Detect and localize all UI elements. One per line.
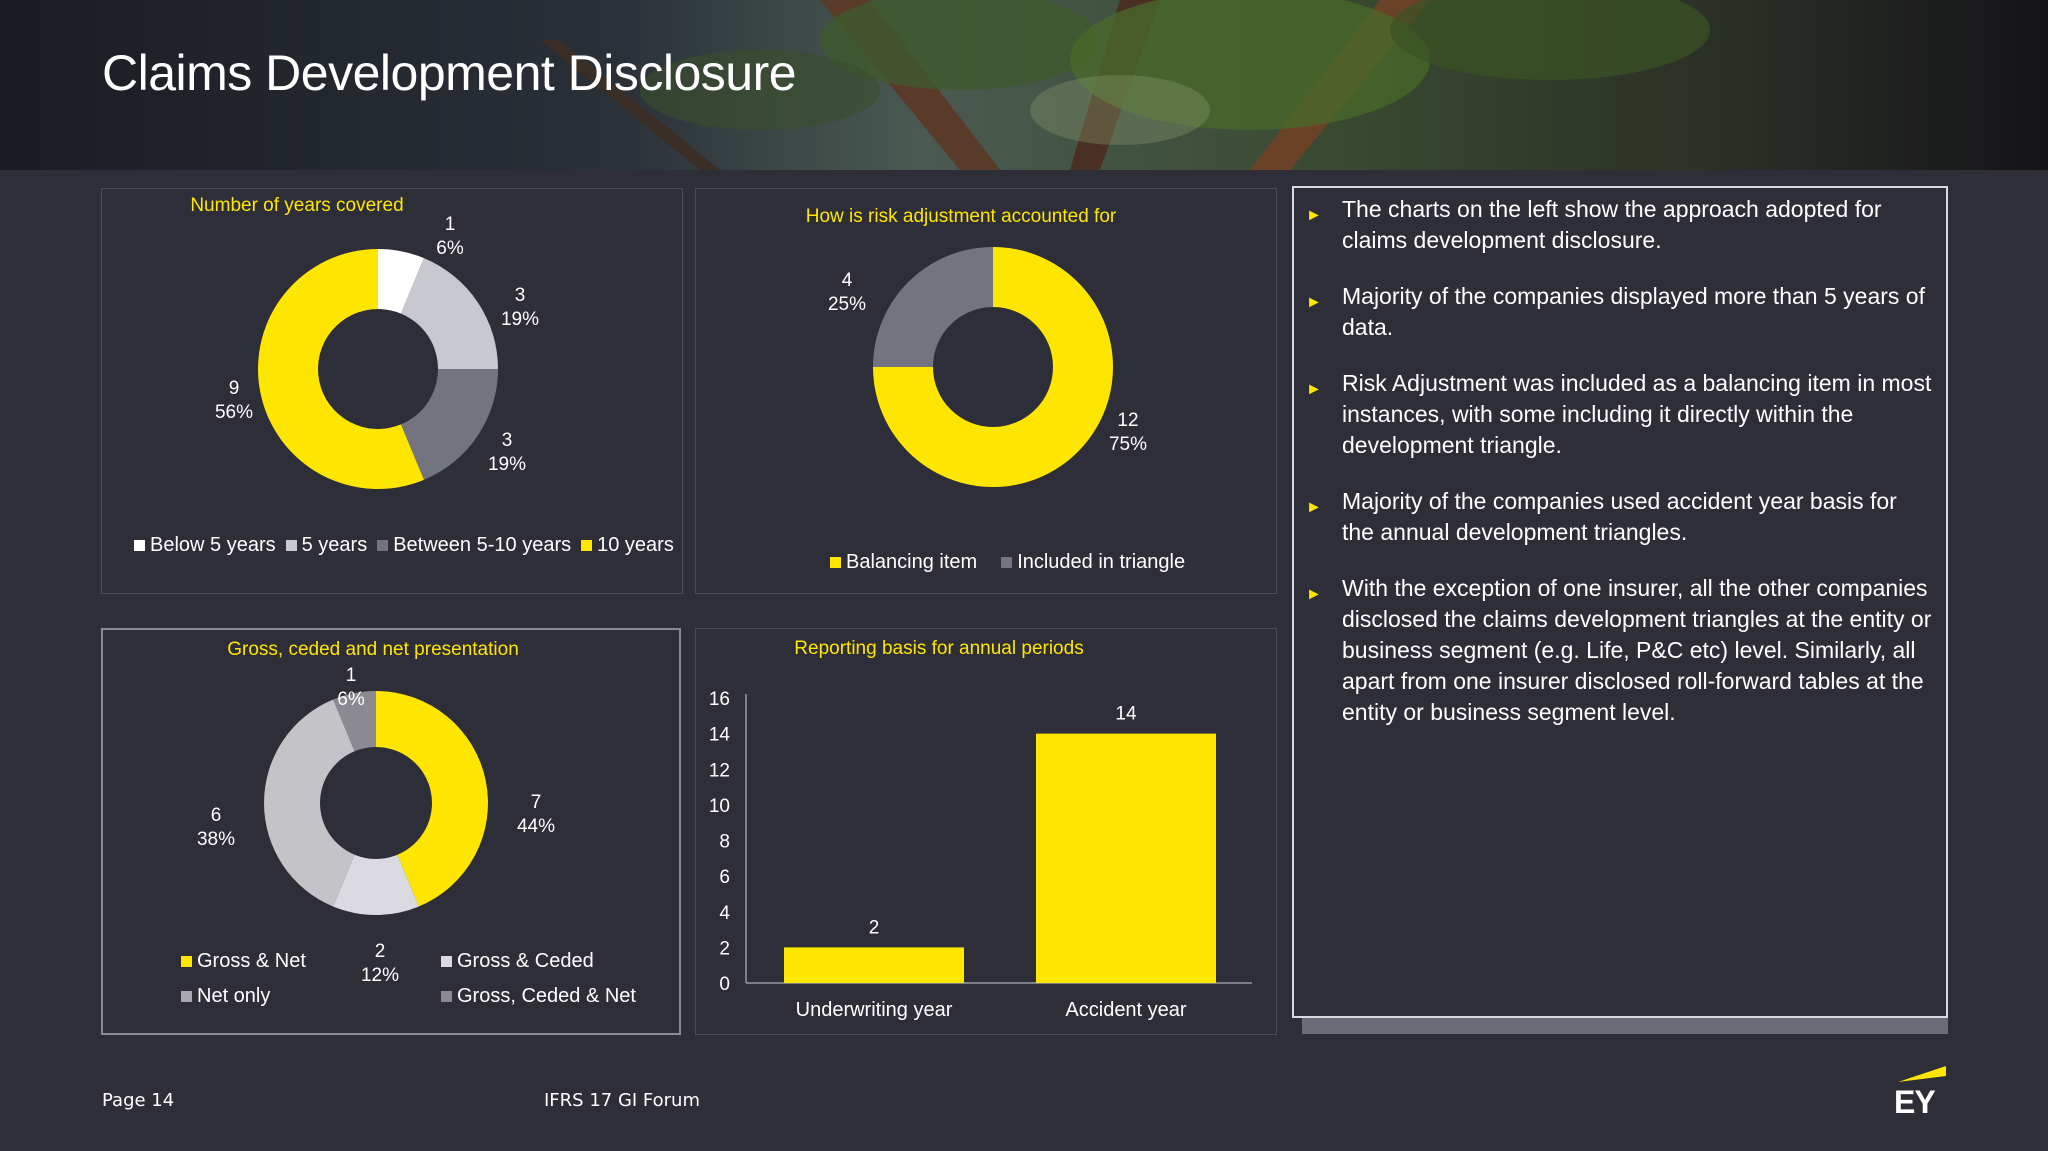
years-label-below5: 1 6%	[436, 214, 464, 259]
commentary-box: ► The charts on the left show the approac…	[1292, 186, 1948, 1018]
legend-swatch	[134, 540, 145, 551]
risk-legend: Balancing item Included in triangle	[830, 551, 1185, 574]
legend-label: Gross & Net	[197, 950, 306, 972]
years-slice-0	[378, 249, 424, 314]
gross-chart-title: Gross, ceded and net presentation	[227, 639, 519, 660]
bullet-item: ► Risk Adjustment was included as a balan…	[1306, 370, 1932, 458]
ey-logo-beam-icon	[1898, 1066, 1946, 1082]
legend-label: Balancing item	[846, 551, 978, 573]
event-name: IFRS 17 GI Forum	[544, 1090, 700, 1111]
gross-legend-net: Net only	[181, 985, 270, 1008]
legend-swatch	[181, 991, 192, 1002]
gross-label-gcn: 1 6%	[337, 665, 365, 710]
page-title: Claims Development Disclosure	[102, 45, 797, 101]
years-legend: Below 5 years 5 years Between 5-10 years…	[134, 534, 674, 557]
gross-slice-2	[264, 699, 355, 907]
y-tick-label: 0	[719, 974, 730, 995]
y-tick-label: 10	[709, 796, 730, 817]
y-tick-label: 14	[709, 725, 731, 746]
legend-swatch	[441, 991, 452, 1002]
years-chart-title: Number of years covered	[190, 195, 404, 216]
risk-donut-chart	[873, 247, 1113, 487]
risk-slice-0	[873, 247, 1113, 487]
y-tick-label: 12	[709, 760, 730, 781]
page-number: Page 14	[102, 1090, 175, 1111]
years-label-5years: 3 19%	[500, 285, 540, 330]
legend-label: 5 years	[301, 534, 368, 556]
y-tick-label: 4	[719, 903, 730, 924]
gross-slice-3	[333, 691, 376, 752]
basis-chart-title: Reporting basis for annual periods	[794, 638, 1084, 659]
legend-swatch	[285, 540, 297, 551]
x-category-label: Accident year	[1065, 999, 1187, 1021]
y-tick-label: 8	[719, 832, 730, 853]
years-label-10years: 9 56%	[214, 378, 254, 423]
y-tick-label: 2	[719, 938, 730, 959]
bullet-arrow-icon: ►	[1306, 586, 1322, 603]
gross-slice-0	[376, 691, 489, 907]
basis-bar-chart: 0 2 4 6 8 10 12 14 16 2 Underwriting year 14 Acciden…	[709, 689, 1252, 1021]
bullet-arrow-icon: ►	[1306, 294, 1322, 311]
legend-label: Below 5 years	[150, 534, 276, 556]
bullet-item: ► With the exception of one insurer, all …	[1306, 575, 1932, 725]
bar-data-label: 14	[1115, 704, 1137, 725]
risk-label-balancing: 12 75%	[1108, 410, 1148, 455]
gross-label-net: 6 38%	[196, 805, 236, 850]
gross-legend-gn: Gross & Net	[181, 950, 306, 973]
y-tick-label: 6	[719, 867, 730, 888]
legend-label: Included in triangle	[1017, 551, 1186, 573]
legend-swatch	[830, 557, 841, 568]
years-donut-chart	[258, 249, 499, 489]
years-slice-3	[258, 249, 424, 489]
bullet-item: ► Majority of the companies displayed mor…	[1306, 283, 1925, 340]
gross-donut-chart	[264, 691, 489, 915]
gross-legend-gcn: Gross, Ceded & Net	[441, 985, 636, 1008]
bullet-arrow-icon: ►	[1306, 381, 1322, 398]
forest-canopy-image	[0, 0, 2048, 170]
bullet-arrow-icon: ►	[1306, 499, 1322, 516]
risk-label-included: 4 25%	[827, 270, 867, 315]
basis-chart-panel: Reporting basis for annual periods 0 2 4 6 8…	[695, 628, 1277, 1035]
gross-label-gn: 7 44%	[516, 792, 556, 837]
legend-swatch	[581, 540, 593, 551]
bullet-arrow-icon: ►	[1306, 207, 1322, 224]
legend-label: 10 years	[597, 534, 674, 556]
gross-label-gc: 2 12%	[360, 941, 400, 986]
legend-label: Between 5-10 years	[393, 534, 572, 556]
legend-swatch	[377, 540, 389, 551]
bullet-item: ► The charts on the left show the approac…	[1306, 196, 1882, 253]
ey-logo-text: EY	[1894, 1084, 1936, 1120]
header-banner	[0, 0, 2048, 170]
x-category-label: Underwriting year	[796, 999, 953, 1021]
risk-chart-panel: How is risk adjustment accounted for 4 25…	[695, 188, 1277, 594]
legend-label: Net only	[197, 985, 271, 1007]
legend-swatch	[1001, 557, 1013, 568]
legend-swatch	[181, 956, 192, 967]
gross-slice-1	[333, 854, 419, 915]
legend-swatch	[441, 956, 452, 967]
legend-label: Gross & Ceded	[457, 950, 594, 972]
risk-slice-1	[873, 247, 993, 367]
years-slice-2	[400, 369, 499, 480]
ey-logo: EY	[1890, 1066, 1950, 1122]
bar	[784, 947, 964, 983]
bullet-item: ► Majority of the companies used accident…	[1306, 488, 1897, 545]
legend-label: Gross, Ceded & Net	[457, 985, 636, 1007]
bar-data-label: 2	[869, 917, 880, 938]
gross-legend-gc: Gross & Ceded	[441, 950, 594, 973]
years-label-5to10: 3 19%	[487, 430, 527, 475]
bar	[1036, 733, 1216, 983]
risk-chart-title: How is risk adjustment accounted for	[805, 206, 1117, 227]
years-slice-1	[400, 258, 498, 369]
y-tick-label: 16	[709, 689, 730, 710]
